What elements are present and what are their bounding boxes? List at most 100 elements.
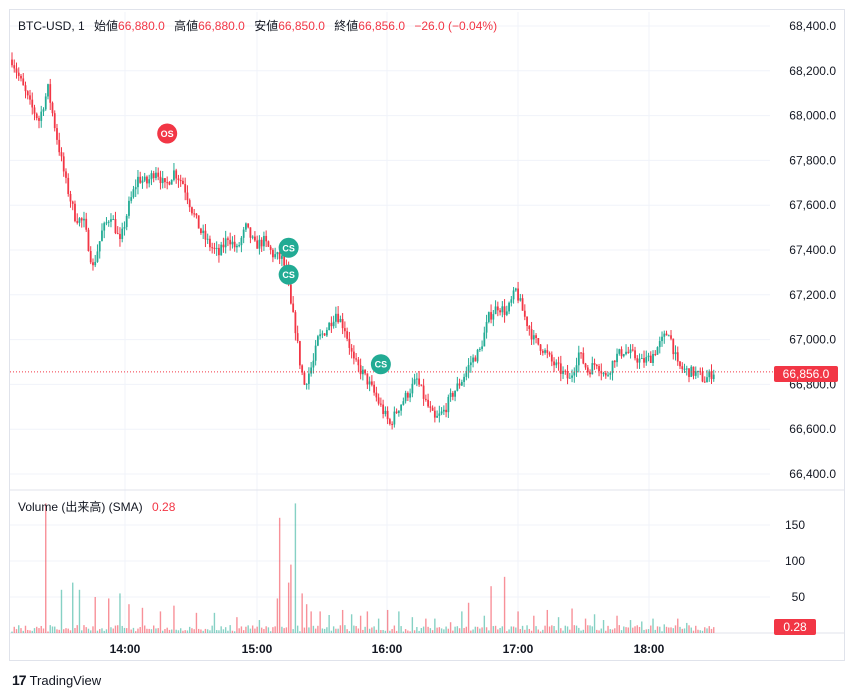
volume-bar [58, 629, 60, 633]
candle-body [458, 383, 461, 386]
candle-body [202, 230, 205, 234]
candle-body [92, 262, 94, 266]
time-tick-label: 15:00 [242, 642, 273, 656]
candle-body [431, 407, 434, 411]
candle-body [22, 78, 25, 86]
candle-body [449, 392, 452, 397]
brand-name: TradingView [29, 672, 102, 688]
candle-body [512, 290, 515, 300]
candle-body [292, 303, 295, 313]
candle-body [105, 222, 108, 224]
candle-body [418, 378, 421, 385]
low-label: 安値 [254, 19, 279, 33]
volume-bar [458, 628, 461, 633]
candle-body [415, 378, 418, 380]
candle-body [195, 213, 198, 216]
candle-body [134, 187, 137, 190]
volume-bar [395, 630, 398, 633]
candle-body [454, 390, 456, 397]
volume-bar [467, 602, 470, 633]
volume-axis[interactable]: 150 100 50 [785, 518, 805, 604]
volume-bar [600, 628, 602, 633]
volume-bar [582, 629, 584, 633]
candle-body [314, 345, 317, 361]
volume-bar [393, 625, 396, 633]
candle-body [215, 247, 218, 249]
volume-bar [449, 622, 452, 633]
candle-body [521, 298, 524, 311]
volume-bar [348, 631, 351, 633]
candle-body [575, 365, 578, 372]
volume-bar [524, 629, 526, 633]
candle-body [607, 374, 609, 376]
candle-body [166, 182, 169, 184]
candle-body [658, 341, 661, 348]
volume-bar [92, 626, 94, 633]
volume-bar [119, 593, 121, 633]
volume-bar [155, 628, 157, 633]
volume-tick-label: 150 [785, 518, 805, 532]
candle-body [148, 179, 151, 184]
volume-bar [283, 628, 285, 633]
candle-body [568, 377, 571, 379]
volume-bar [404, 629, 407, 633]
volume-bar [146, 628, 148, 633]
candle-body [350, 347, 353, 352]
volume-bar [245, 626, 247, 633]
volume-bar [197, 628, 200, 633]
volume-bar [350, 614, 353, 633]
candle-body [373, 384, 376, 393]
signal-marker-dot [370, 354, 391, 375]
candle-body [712, 374, 715, 380]
candle-body [341, 318, 344, 329]
volume-bar [436, 627, 438, 633]
candle-body [467, 365, 470, 371]
price-tick-label: 67,200.0 [789, 288, 836, 302]
volume-bar [416, 627, 418, 633]
candle-body [321, 333, 324, 335]
volume-bar [474, 626, 477, 633]
volume-bar [36, 626, 38, 633]
volume-bar [54, 626, 56, 633]
high-value: 66,880.0 [198, 19, 245, 33]
volume-bar [191, 628, 193, 633]
tradingview-brand[interactable]: 17 TradingView [12, 672, 101, 688]
candles-layer [11, 52, 715, 430]
volume-bar [627, 627, 629, 633]
price-tick-label: 68,400.0 [789, 19, 836, 33]
price-axis[interactable]: 68,400.0 68,200.0 68,000.0 67,800.0 67,600.0… [789, 19, 836, 481]
candle-body [357, 359, 360, 366]
candle-body [573, 371, 576, 376]
volume-legend-label[interactable]: Volume (出来高) (SMA) [18, 500, 143, 514]
candle-body [368, 381, 371, 385]
volume-bar [470, 630, 472, 633]
candle-body [517, 288, 519, 301]
volume-bar [488, 630, 490, 633]
volume-bar [371, 627, 373, 633]
candle-body [647, 355, 650, 358]
candle-body [137, 176, 139, 188]
volume-bar [562, 630, 564, 633]
candle-body [535, 335, 537, 339]
candle-body [514, 288, 517, 291]
candle-body [20, 75, 22, 79]
volume-bar [56, 629, 58, 633]
candle-body [352, 351, 355, 359]
volume-bar [625, 627, 627, 633]
volume-bar [596, 629, 598, 633]
volume-bar [213, 612, 216, 633]
candle-body [586, 367, 589, 373]
candle-body [296, 333, 299, 342]
candle-body [591, 363, 594, 375]
symbol-label[interactable]: BTC-USD, 1 [18, 19, 85, 33]
candle-body [11, 59, 13, 66]
candle-body [384, 410, 387, 415]
volume-bar [238, 628, 240, 633]
volume-bar [456, 626, 459, 633]
candle-body [593, 363, 596, 365]
close-label: 終値 [334, 19, 359, 33]
candle-body [665, 333, 668, 336]
time-axis[interactable]: 14:00 15:00 16:00 17:00 18:00 [110, 642, 665, 656]
volume-bar [411, 617, 414, 633]
